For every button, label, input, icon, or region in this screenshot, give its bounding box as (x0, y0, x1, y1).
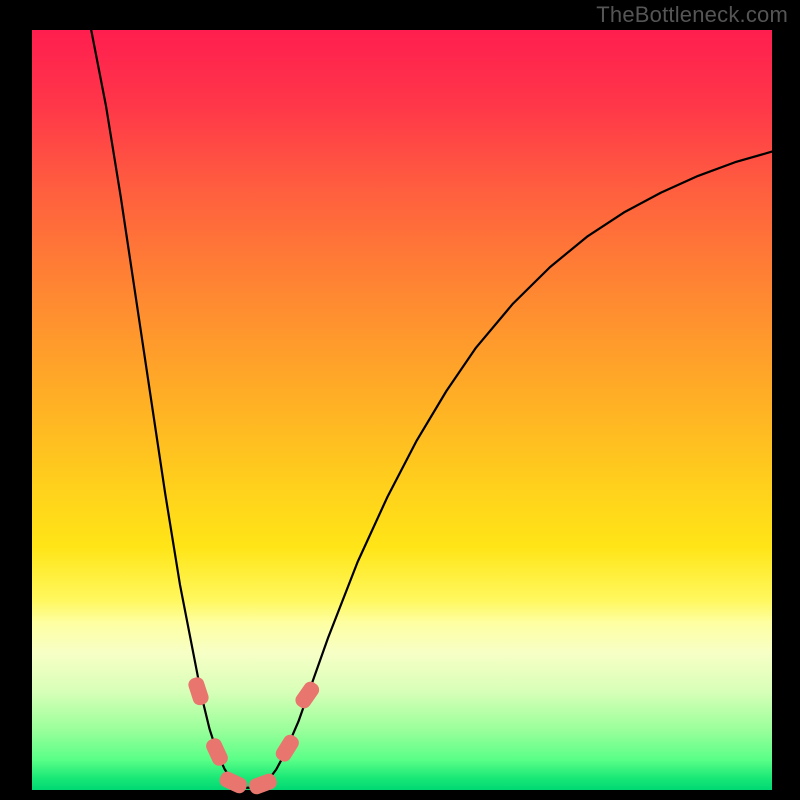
chart-container: TheBottleneck.com (0, 0, 800, 800)
watermark-text: TheBottleneck.com (596, 2, 788, 28)
bottleneck-chart-svg (0, 0, 800, 800)
plot-background (32, 30, 772, 790)
